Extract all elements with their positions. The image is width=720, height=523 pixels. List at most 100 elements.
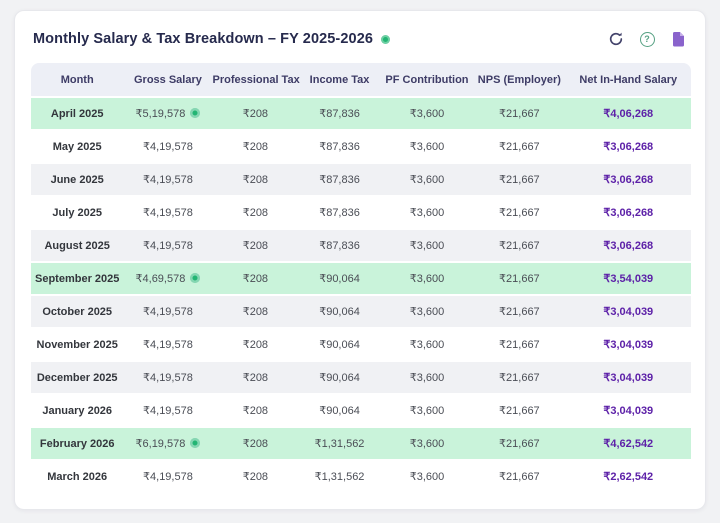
gross-salary-cell: ₹4,69,578 <box>123 261 213 294</box>
column-header-income-tax: Income Tax <box>298 63 381 96</box>
nps-employer-cell: ₹21,667 <box>473 294 566 327</box>
pf-contribution-cell: ₹3,600 <box>380 195 474 228</box>
table-row-february-2026: February 2026 ₹6,19,578 ₹208 ₹1,31,562 ₹3,60… <box>31 426 691 459</box>
month-cell: November 2025 <box>31 327 124 360</box>
report-button[interactable] <box>669 30 687 48</box>
month-cell: August 2025 <box>31 228 124 261</box>
card-header: Monthly Salary & Tax Breakdown – FY 2025… <box>31 28 689 48</box>
income-tax-cell: ₹87,836 <box>298 162 381 195</box>
net-in-hand-cell: ₹3,06,268 <box>565 195 691 228</box>
table-header-row: Month Gross Salary Professional Tax Income … <box>31 63 691 96</box>
income-tax-cell: ₹1,31,562 <box>298 426 381 459</box>
month-cell: May 2025 <box>31 129 124 162</box>
column-header-gross-salary: Gross Salary <box>123 63 213 96</box>
nps-employer-cell: ₹21,667 <box>473 129 566 162</box>
nps-employer-cell: ₹21,667 <box>473 459 566 492</box>
column-header-month: Month <box>31 63 124 96</box>
table-row-march-2026: March 2026 ₹4,19,578 ₹208 ₹1,31,562 ₹3,600 ₹2… <box>31 459 691 492</box>
month-cell: July 2025 <box>31 195 124 228</box>
professional-tax-cell: ₹208 <box>212 195 299 228</box>
net-in-hand-cell: ₹3,04,039 <box>565 360 691 393</box>
net-in-hand-cell: ₹2,62,542 <box>565 459 691 492</box>
professional-tax-cell: ₹208 <box>212 96 299 129</box>
month-cell: March 2026 <box>31 459 124 492</box>
professional-tax-cell: ₹208 <box>212 360 299 393</box>
income-tax-cell: ₹90,064 <box>298 360 381 393</box>
net-in-hand-cell: ₹3,04,039 <box>565 327 691 360</box>
net-in-hand-cell: ₹4,06,268 <box>565 96 691 129</box>
gross-salary-cell: ₹6,19,578 <box>123 426 213 459</box>
professional-tax-cell: ₹208 <box>212 426 299 459</box>
nps-employer-cell: ₹21,667 <box>473 162 566 195</box>
net-in-hand-cell: ₹3,06,268 <box>565 129 691 162</box>
table-row-july-2025: July 2025 ₹4,19,578 ₹208 ₹87,836 ₹3,600 ₹21,6… <box>31 195 691 228</box>
gross-salary-cell: ₹4,19,578 <box>123 327 213 360</box>
nps-employer-cell: ₹21,667 <box>473 426 566 459</box>
income-tax-cell: ₹90,064 <box>298 294 381 327</box>
pf-contribution-cell: ₹3,600 <box>380 459 474 492</box>
nps-employer-cell: ₹21,667 <box>473 261 566 294</box>
income-tax-cell: ₹90,064 <box>298 261 381 294</box>
refresh-button[interactable] <box>607 30 625 48</box>
help-icon: ? <box>639 31 655 47</box>
professional-tax-cell: ₹208 <box>212 459 299 492</box>
gross-increase-info-icon[interactable] <box>190 273 201 283</box>
month-cell: September 2025 <box>31 261 124 294</box>
month-cell: April 2025 <box>31 96 124 129</box>
month-cell: January 2026 <box>31 393 124 426</box>
nps-employer-cell: ₹21,667 <box>473 393 566 426</box>
table-row-october-2025: October 2025 ₹4,19,578 ₹208 ₹90,064 ₹3,600 ₹2… <box>31 294 691 327</box>
status-dot-icon <box>381 34 391 44</box>
income-tax-cell: ₹90,064 <box>298 327 381 360</box>
income-tax-cell: ₹87,836 <box>298 195 381 228</box>
table-row-september-2025: September 2025 ₹4,69,578 ₹208 ₹90,064 ₹3,600… <box>31 261 691 294</box>
gross-increase-info-icon[interactable] <box>190 438 201 448</box>
gross-increase-info-icon[interactable] <box>190 108 201 118</box>
column-header-professional-tax: Professional Tax <box>212 63 300 96</box>
pf-contribution-cell: ₹3,600 <box>380 327 474 360</box>
net-in-hand-cell: ₹3,06,268 <box>565 228 691 261</box>
gross-salary-cell: ₹4,19,578 <box>123 459 213 492</box>
table-row-june-2025: June 2025 ₹4,19,578 ₹208 ₹87,836 ₹3,600 ₹21,6… <box>31 162 691 195</box>
pf-contribution-cell: ₹3,600 <box>380 294 474 327</box>
net-in-hand-cell: ₹4,62,542 <box>565 426 691 459</box>
month-cell: February 2026 <box>31 426 124 459</box>
pf-contribution-cell: ₹3,600 <box>380 360 474 393</box>
pf-contribution-cell: ₹3,600 <box>380 162 474 195</box>
income-tax-cell: ₹87,836 <box>298 96 381 129</box>
gross-salary-cell: ₹4,19,578 <box>123 228 213 261</box>
professional-tax-cell: ₹208 <box>212 162 299 195</box>
column-header-net-in-hand-salary: Net In-Hand Salary <box>565 63 691 96</box>
net-in-hand-cell: ₹3,06,268 <box>565 162 691 195</box>
refresh-icon <box>608 31 624 47</box>
month-cell: December 2025 <box>31 360 124 393</box>
gross-salary-cell: ₹4,19,578 <box>123 162 213 195</box>
pf-contribution-cell: ₹3,600 <box>380 129 474 162</box>
header-actions: ? <box>607 30 687 48</box>
net-in-hand-cell: ₹3,04,039 <box>565 393 691 426</box>
pf-contribution-cell: ₹3,600 <box>380 261 474 294</box>
table-row-january-2026: January 2026 ₹4,19,578 ₹208 ₹90,064 ₹3,600 ₹2… <box>31 393 691 426</box>
professional-tax-cell: ₹208 <box>212 261 299 294</box>
net-in-hand-cell: ₹3,04,039 <box>565 294 691 327</box>
professional-tax-cell: ₹208 <box>212 393 299 426</box>
gross-salary-cell: ₹4,19,578 <box>123 393 213 426</box>
gross-salary-cell: ₹4,19,578 <box>123 294 213 327</box>
pf-contribution-cell: ₹3,600 <box>380 96 474 129</box>
pf-contribution-cell: ₹3,600 <box>380 393 474 426</box>
pf-contribution-cell: ₹3,600 <box>380 228 474 261</box>
gross-salary-cell: ₹5,19,578 <box>123 96 213 129</box>
salary-table: Month Gross Salary Professional Tax Income … <box>31 63 691 492</box>
table-row-april-2025: April 2025 ₹5,19,578 ₹208 ₹87,836 ₹3,600 ₹21,… <box>31 96 691 129</box>
nps-employer-cell: ₹21,667 <box>473 327 566 360</box>
gross-salary-cell: ₹4,19,578 <box>123 129 213 162</box>
income-tax-cell: ₹1,31,562 <box>298 459 381 492</box>
professional-tax-cell: ₹208 <box>212 327 299 360</box>
help-button[interactable]: ? <box>638 30 656 48</box>
salary-breakdown-card: Monthly Salary & Tax Breakdown – FY 2025… <box>14 10 706 510</box>
professional-tax-cell: ₹208 <box>212 294 299 327</box>
professional-tax-cell: ₹208 <box>212 228 299 261</box>
month-cell: June 2025 <box>31 162 124 195</box>
column-header-pf-contribution: PF Contribution <box>380 63 474 96</box>
nps-employer-cell: ₹21,667 <box>473 228 566 261</box>
